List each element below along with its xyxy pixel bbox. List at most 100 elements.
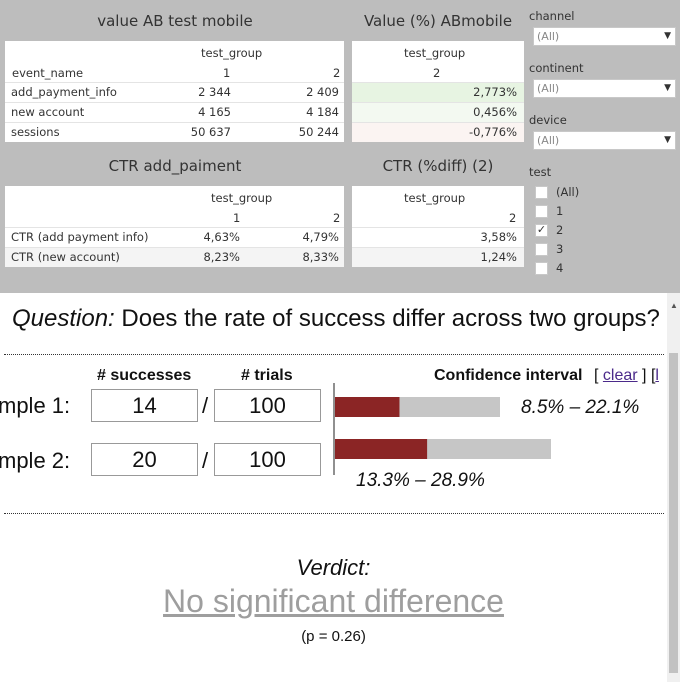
divider <box>4 513 664 514</box>
table-row: add_payment_info 2 344 2 409 <box>5 82 344 102</box>
row-label: add_payment_info <box>11 85 117 99</box>
table-row: 1,24% <box>352 247 524 267</box>
continent-filter-select[interactable]: (All) ▼ <box>533 79 676 98</box>
value-table: test_group event_name 1 2 add_payment_in… <box>5 41 344 142</box>
cell-value: -0,776% <box>469 125 517 139</box>
cell-value: 2 344 <box>198 85 231 99</box>
ci-header: Confidence interval <box>434 367 583 384</box>
test-checkbox-2[interactable]: ✓ <box>535 224 548 237</box>
sample2-ci-text: 13.3% – 28.9% <box>356 470 485 491</box>
cell-value: 4,63% <box>203 230 240 244</box>
col-header-1: 1 <box>223 66 231 80</box>
col-header-2: 2 <box>333 66 341 80</box>
slash: / <box>202 393 209 418</box>
ctr-table: test_group 1 2 CTR (add payment info) 4,… <box>5 186 344 267</box>
verdict-result: No significant difference <box>163 583 504 619</box>
continent-filter-label: continent <box>529 61 584 75</box>
test-option-label: 1 <box>556 204 564 218</box>
test-checkbox-all[interactable] <box>535 186 548 199</box>
sample2-success-bar <box>335 439 428 459</box>
question-text: Does the rate of success differ across t… <box>121 305 660 332</box>
scrollbar-thumb[interactable] <box>669 353 678 673</box>
device-filter-label: device <box>529 113 567 127</box>
clear-link[interactable]: clear <box>602 367 638 384</box>
row-label: CTR (add payment info) <box>11 230 149 244</box>
confidence-interval-chart <box>333 383 551 475</box>
table-row: CTR (add payment info) 4,63% 4,79% <box>5 227 344 247</box>
bracket: [ <box>594 367 599 384</box>
scroll-up-icon[interactable]: ▲ <box>670 301 678 310</box>
row-label: new account <box>11 105 85 119</box>
table-row: new account 4 165 4 184 <box>5 102 344 122</box>
cell-value: 2,773% <box>473 85 517 99</box>
ctr-diff-table: test_group 2 3,58% 1,24% <box>352 186 524 267</box>
table-row: CTR (new account) 8,23% 8,33% <box>5 247 344 267</box>
question-prefix: Question: <box>12 305 115 332</box>
cell-value: 3,58% <box>480 230 517 244</box>
verdict-label: Verdict: <box>296 555 371 580</box>
dashboard-panel: value AB test mobile test_group event_na… <box>0 0 680 293</box>
highlight-cell <box>352 123 524 142</box>
sample1-label: mple 1: <box>0 393 71 418</box>
test-option-label: 2 <box>556 223 564 237</box>
channel-filter-label: channel <box>529 9 575 23</box>
col-header-2: 2 <box>333 211 341 225</box>
selected-value: (All) <box>537 134 560 147</box>
row-label: CTR (new account) <box>11 250 120 264</box>
test-checkbox-4[interactable] <box>535 262 548 275</box>
ci-links: [ clear ] [l <box>594 367 659 385</box>
test-filter-label: test <box>529 165 552 179</box>
pct-table: test_group 2 2,773% 0,456% -0,776% <box>352 41 524 142</box>
selected-value: (All) <box>537 82 560 95</box>
sample2-trials-input[interactable]: 100 <box>214 443 321 476</box>
sample1-ci-text: 8.5% – 22.1% <box>521 397 640 418</box>
cell-value: 0,456% <box>473 105 517 119</box>
row-header: event_name <box>12 66 84 80</box>
chevron-down-icon: ▼ <box>664 83 671 93</box>
cell-value: 50 244 <box>298 125 339 139</box>
row-label: sessions <box>11 125 60 139</box>
col-header: 2 <box>509 211 517 225</box>
test-checkbox-1[interactable] <box>535 205 548 218</box>
cell-value: 4 165 <box>198 105 231 119</box>
highlight-cell <box>352 103 524 122</box>
table-row: 2,773% <box>352 82 524 102</box>
table-row: -0,776% <box>352 122 524 142</box>
group-header: test_group <box>404 191 466 205</box>
cell-value: 4 184 <box>306 105 339 119</box>
successes-header: # successes <box>97 367 192 384</box>
slash: / <box>202 448 209 473</box>
ctr-table-title: CTR add_paiment <box>108 157 242 175</box>
group-header: test_group <box>211 191 273 205</box>
pct-table-title: Value (%) ABmobile <box>363 12 513 30</box>
cell-value: 2 409 <box>306 85 339 99</box>
test-checkbox-3[interactable] <box>535 243 548 256</box>
table-row: 3,58% <box>352 227 524 247</box>
link-truncated[interactable]: l <box>655 367 659 384</box>
sample2-successes-input[interactable]: 20 <box>91 443 198 476</box>
group-header: test_group <box>404 46 466 60</box>
table-row: 0,456% <box>352 102 524 122</box>
sample2-label: mple 2: <box>0 448 71 473</box>
divider <box>4 354 664 355</box>
chevron-down-icon: ▼ <box>664 31 671 41</box>
ab-test-calculator: Question: Does the rate of success diffe… <box>0 293 667 682</box>
sample1-successes-input[interactable]: 14 <box>91 389 198 422</box>
ctr-diff-title: CTR (%diff) (2) <box>382 157 494 175</box>
channel-filter-select[interactable]: (All) ▼ <box>533 27 676 46</box>
trials-header: # trials <box>241 367 293 384</box>
device-filter-select[interactable]: (All) ▼ <box>533 131 676 150</box>
cell-value: 8,33% <box>302 250 339 264</box>
value-table-title: value AB test mobile <box>97 12 253 30</box>
cell-value: 50 637 <box>190 125 231 139</box>
cell-value: 1,24% <box>480 250 517 264</box>
test-option-label: 3 <box>556 242 564 256</box>
cell-value: 4,79% <box>302 230 339 244</box>
sample1-trials-input[interactable]: 100 <box>214 389 321 422</box>
test-option-label: 4 <box>556 261 564 275</box>
scrollbar[interactable]: ▲ <box>667 293 680 682</box>
sample1-success-bar <box>335 397 400 417</box>
col-header: 2 <box>433 66 441 80</box>
selected-value: (All) <box>537 30 560 43</box>
group-header: test_group <box>201 46 263 60</box>
